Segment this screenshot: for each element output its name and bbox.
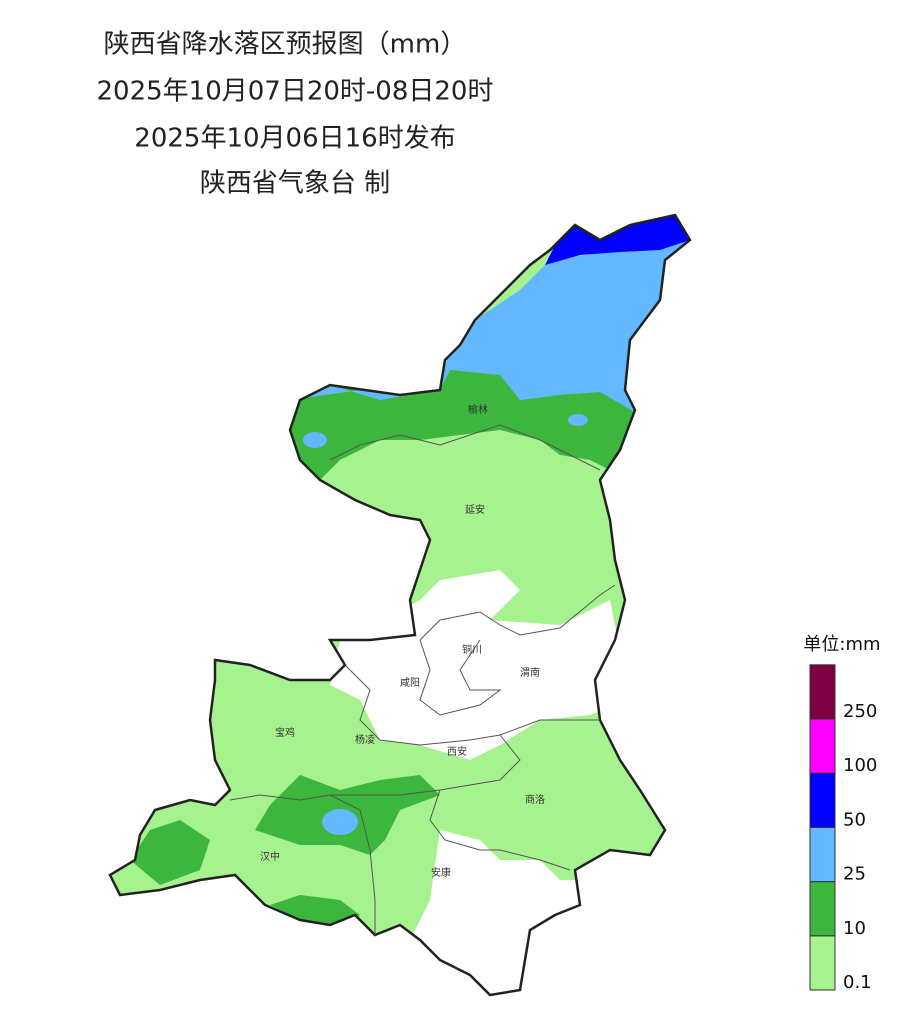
legend-swatch bbox=[809, 772, 836, 828]
title: 陕西省降水落区预报图（mm） bbox=[104, 30, 467, 60]
city-borders bbox=[229, 424, 616, 935]
area-heavy-rain bbox=[568, 414, 588, 426]
city-label: 西安 bbox=[447, 745, 467, 758]
city-label: 商洛 bbox=[525, 793, 545, 806]
legend: 0.1 10 25 50 100 250 bbox=[809, 664, 877, 993]
city-border bbox=[419, 639, 502, 716]
area-no-rain bbox=[410, 830, 590, 995]
area-heavy-rain bbox=[303, 432, 327, 448]
legend-swatch bbox=[809, 718, 836, 774]
city-label: 宝鸡 bbox=[275, 726, 295, 739]
producer: 陕西省气象台 制 bbox=[200, 169, 390, 199]
city-label: 延安 bbox=[465, 503, 485, 516]
rain-areas bbox=[110, 215, 690, 995]
city-border bbox=[329, 424, 601, 471]
city-label: 咸阳 bbox=[400, 677, 420, 689]
city-label: 铜川 bbox=[462, 644, 482, 656]
city-label: 渭南 bbox=[520, 666, 540, 679]
legend-swatch bbox=[809, 826, 836, 883]
city-border bbox=[499, 719, 600, 736]
city-border bbox=[330, 664, 521, 796]
legend-swatch bbox=[809, 935, 836, 991]
legend-label: 25 bbox=[843, 864, 866, 885]
city-label: 汉中 bbox=[260, 850, 280, 863]
area-moderate-rain bbox=[280, 345, 640, 480]
legend-label: 250 bbox=[843, 701, 877, 722]
legend-title: 单位:mm bbox=[803, 634, 880, 655]
area-rainstorm bbox=[545, 215, 690, 265]
area-heavy-rain bbox=[290, 240, 690, 415]
legend-label: 100 bbox=[843, 755, 877, 776]
city-label: 安康 bbox=[431, 866, 451, 879]
city-border bbox=[229, 794, 376, 935]
city-label: 杨凌 bbox=[355, 733, 375, 746]
legend-label: 0.1 bbox=[843, 972, 872, 993]
city-label: 榆林 bbox=[468, 403, 488, 416]
legend-label: 10 bbox=[843, 918, 866, 939]
area-heavy-rain bbox=[322, 809, 358, 835]
legend-swatch bbox=[809, 881, 836, 937]
city-border bbox=[419, 584, 616, 641]
period: 2025年10月07日20时-08日20时 bbox=[97, 77, 494, 107]
area-moderate-rain bbox=[130, 820, 210, 885]
legend-label: 50 bbox=[843, 809, 866, 830]
legend-swatch bbox=[809, 664, 836, 720]
city-border bbox=[429, 789, 571, 871]
issued: 2025年10月06日16时发布 bbox=[134, 124, 455, 154]
